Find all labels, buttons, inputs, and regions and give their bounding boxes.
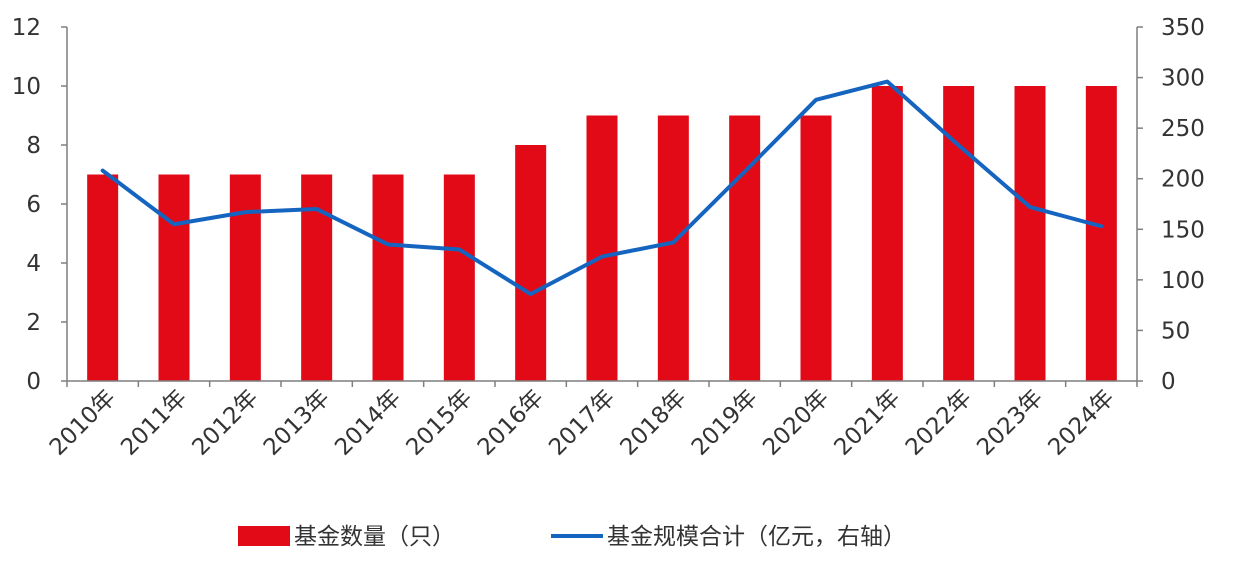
x-tick-label: 2013年 [259,385,335,461]
right-tick-label: 350 [1161,15,1205,41]
line-series [100,79,1104,297]
bar [443,174,475,381]
bar [372,174,404,381]
right-tick-label: 50 [1161,318,1190,344]
x-tick-label: 2021年 [830,385,906,461]
left-tick-label: 12 [12,15,41,41]
bar [586,115,618,381]
x-tick-label: 2018年 [616,385,692,461]
right-y-ticks: 0 50 100 150 200 250 300 350 [1137,15,1205,395]
x-tick-label: 2014年 [330,385,406,461]
bar [1014,86,1046,381]
bar [158,174,190,381]
x-ticks: 2010年2011年2012年2013年2014年2015年2016年2017年… [45,381,1138,461]
left-tick-label: 0 [26,369,41,395]
legend-bar-swatch [238,526,290,546]
x-tick-label: 2024年 [1044,385,1120,461]
x-tick-label: 2015年 [402,385,478,461]
x-tick-label: 2010年 [45,385,121,461]
bar [657,115,689,381]
x-tick-label: 2017年 [544,385,620,461]
left-tick-label: 6 [26,192,41,218]
bar [87,174,119,381]
x-tick-label: 2016年 [473,385,549,461]
right-tick-label: 200 [1161,167,1205,193]
legend-bar-label: 基金数量（只） [294,524,455,550]
bar-series [87,86,1117,381]
bar [515,145,547,381]
x-tick-label: 2020年 [758,385,834,461]
right-tick-label: 300 [1161,66,1205,92]
bar [871,86,903,381]
bar [800,115,832,381]
bar [301,174,333,381]
left-y-ticks: 0 2 4 6 8 10 12 [12,15,67,395]
bar [229,174,261,381]
left-tick-label: 8 [26,133,41,159]
x-tick-label: 2012年 [188,385,264,461]
x-tick-label: 2023年 [972,385,1048,461]
left-tick-label: 2 [26,310,41,336]
right-tick-label: 0 [1161,369,1176,395]
bar [729,115,761,381]
right-tick-label: 100 [1161,268,1205,294]
x-tick-label: 2022年 [901,385,977,461]
legend: 基金数量（只） 基金规模合计（亿元，右轴） [238,524,906,550]
x-tick-label: 2011年 [116,385,192,461]
x-tick-label: 2019年 [687,385,763,461]
right-tick-label: 150 [1161,217,1205,243]
left-tick-label: 4 [26,251,41,277]
left-tick-label: 10 [12,74,41,100]
legend-line-label: 基金规模合计（亿元，右轴） [607,524,906,550]
bar [1085,86,1117,381]
bar [943,86,975,381]
right-tick-label: 250 [1161,116,1205,142]
